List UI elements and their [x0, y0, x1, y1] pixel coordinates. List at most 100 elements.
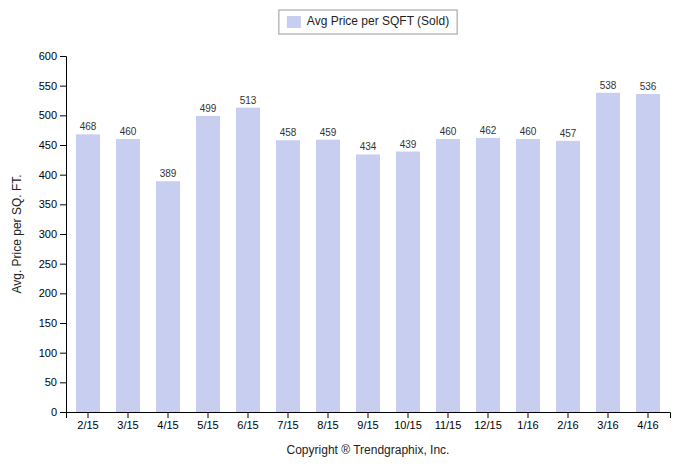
y-tick: 400	[39, 169, 66, 181]
x-tick: 5/15	[197, 412, 218, 431]
x-tick: 12/15	[474, 412, 502, 431]
y-tick-label: 200	[39, 287, 57, 299]
y-tick-label: 600	[39, 50, 57, 62]
x-axis-title: Copyright ® Trendgraphix, Inc.	[287, 443, 450, 457]
x-tick-label: 5/15	[197, 419, 218, 431]
bar	[196, 116, 220, 412]
legend-swatch	[287, 16, 301, 28]
y-tick: 300	[39, 228, 66, 240]
x-tick-mark	[288, 412, 289, 418]
y-tick-mark	[60, 234, 66, 235]
y-tick-label: 0	[51, 406, 57, 418]
x-tick-label: 3/16	[597, 419, 618, 431]
y-tick-mark	[60, 175, 66, 176]
y-tick-label: 150	[39, 317, 57, 329]
x-tick: 7/15	[277, 412, 298, 431]
bar	[476, 138, 500, 412]
data-label: 460	[440, 126, 457, 137]
data-label: 457	[560, 128, 577, 139]
x-tick-mark	[568, 412, 569, 418]
y-tick-mark	[60, 56, 66, 57]
bars	[76, 93, 660, 412]
x-tick-label: 2/16	[557, 419, 578, 431]
x-tick-label: 2/15	[77, 419, 98, 431]
y-tick-mark	[60, 412, 66, 413]
y-tick: 500	[39, 109, 66, 121]
x-tick-label: 10/15	[394, 419, 422, 431]
bar	[156, 181, 180, 412]
legend-box	[279, 10, 457, 34]
bar	[356, 154, 380, 412]
x-tick-mark	[408, 412, 409, 418]
y-tick: 250	[39, 258, 66, 270]
y-tick-label: 500	[39, 109, 57, 121]
y-tick: 150	[39, 317, 66, 329]
y-tick: 0	[51, 406, 66, 418]
x-axis-line	[67, 413, 671, 419]
x-tick-mark	[328, 412, 329, 418]
x-tick-mark	[608, 412, 609, 418]
x-tick-label: 11/15	[435, 419, 462, 431]
y-tick: 450	[39, 139, 66, 151]
bar	[436, 139, 460, 412]
data-label: 439	[400, 139, 417, 150]
data-label: 434	[360, 141, 377, 152]
x-tick-mark	[368, 412, 369, 418]
y-tick-mark	[60, 115, 66, 116]
legend-label: Avg Price per SQFT (Sold)	[307, 14, 449, 28]
x-tick: 6/15	[237, 412, 258, 431]
chart-svg: 2/15 3/15 4/15 5/15 6/15 7/15 8/15 9/15 10/15 11/…	[0, 0, 690, 468]
x-tick-mark	[488, 412, 489, 418]
y-tick-mark	[60, 382, 66, 383]
data-label: 389	[160, 168, 177, 179]
x-tick-mark	[88, 412, 89, 418]
bar	[116, 139, 140, 412]
y-tick-mark	[60, 293, 66, 294]
y-tick-label: 100	[39, 347, 57, 359]
chart-container: 2/15 3/15 4/15 5/15 6/15 7/15 8/15 9/15 10/15 11/…	[0, 0, 690, 468]
y-tick-mark	[60, 353, 66, 354]
y-tick-mark	[60, 264, 66, 265]
y-tick-mark	[60, 204, 66, 205]
x-tick: 2/16	[557, 412, 578, 431]
bar	[236, 108, 260, 412]
x-tick-mark	[248, 412, 249, 418]
y-tick-label: 550	[39, 80, 57, 92]
y-tick-label: 50	[45, 376, 57, 388]
x-tick-mark	[168, 412, 169, 418]
y-tick-mark	[60, 145, 66, 146]
y-tick-mark	[60, 323, 66, 324]
x-tick: 2/15	[77, 412, 98, 431]
y-tick-label: 400	[39, 169, 57, 181]
bar	[596, 93, 620, 412]
y-tick-label: 250	[39, 258, 57, 270]
y-tick-label: 450	[39, 139, 57, 151]
x-tick-label: 12/15	[474, 419, 502, 431]
y-tick-label: 300	[39, 228, 57, 240]
data-label: 460	[520, 126, 537, 137]
bar	[516, 139, 540, 412]
data-label: 462	[480, 125, 497, 136]
x-tick-label: 7/15	[277, 419, 298, 431]
y-tick: 350	[39, 198, 66, 210]
x-tick-label: 4/15	[157, 419, 178, 431]
data-label: 468	[80, 121, 97, 132]
x-tick-label: 8/15	[317, 419, 338, 431]
legend: Avg Price per SQFT (Sold)	[279, 10, 457, 34]
x-tick: 3/15	[117, 412, 138, 431]
x-tick: 4/15	[157, 412, 178, 431]
x-tick: 4/16	[637, 412, 658, 431]
bar	[556, 141, 580, 412]
y-tick: 100	[39, 347, 66, 359]
bar	[276, 140, 300, 412]
x-tick: 8/15	[317, 412, 338, 431]
data-labels: 4684603894995134584594344394604624604575…	[80, 80, 657, 179]
data-label: 458	[280, 127, 297, 138]
x-tick-label: 3/15	[117, 419, 138, 431]
x-tick-label: 9/15	[357, 419, 378, 431]
y-tick: 50	[45, 376, 66, 388]
legend-item: Avg Price per SQFT (Sold)	[287, 14, 449, 28]
y-axis-line	[60, 57, 67, 413]
y-axis: 0 50 100 150 200 250 300 350 400 450 500 550 600	[39, 50, 67, 418]
y-tick: 600	[39, 50, 66, 62]
